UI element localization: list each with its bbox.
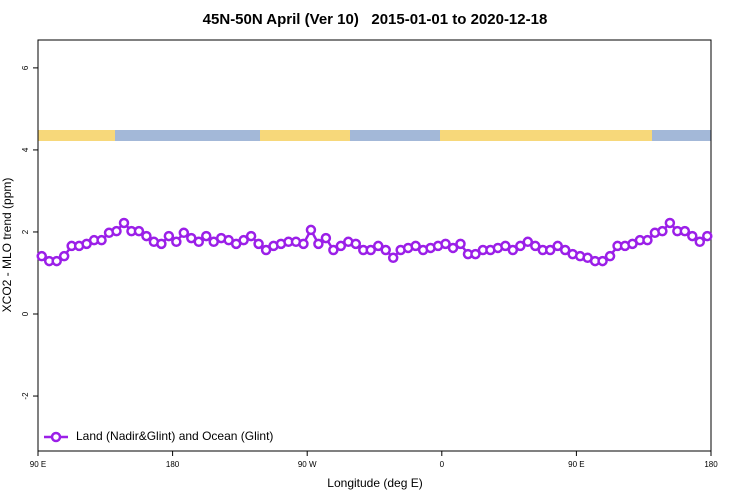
y-tick-label: 4	[21, 147, 30, 152]
data-point	[642, 234, 653, 246]
data-point	[694, 236, 706, 248]
data-point	[657, 225, 668, 237]
data-point	[515, 240, 526, 252]
data-point	[51, 255, 62, 267]
data-point	[133, 225, 145, 237]
data-point	[507, 244, 519, 256]
data-point	[552, 240, 563, 252]
data-point	[245, 230, 257, 242]
legend-label: Land (Nadir&Glint) and Ocean (Glint)	[76, 429, 273, 443]
data-point	[559, 244, 571, 256]
data-point	[470, 248, 481, 260]
data-point	[455, 238, 466, 250]
data-point	[163, 230, 175, 242]
data-point	[664, 217, 676, 229]
plot-frame	[37, 39, 712, 452]
data-point	[201, 230, 212, 242]
data-point	[702, 230, 713, 242]
data-point	[305, 224, 317, 236]
data-point	[679, 225, 691, 237]
chart-title: 45N-50N April (Ver 10) 2015-01-01 to 202…	[203, 11, 548, 28]
data-point	[238, 234, 249, 246]
data-point	[260, 244, 272, 256]
data-point	[171, 236, 182, 248]
data-point	[410, 240, 421, 252]
data-point	[58, 250, 70, 262]
data-point	[156, 238, 167, 250]
data-point	[193, 236, 205, 248]
x-axis-label: Longitude (deg E)	[327, 476, 422, 490]
y-tick-label: -2	[21, 392, 30, 400]
map-strip	[38, 130, 711, 141]
data-point	[544, 244, 556, 256]
data-point	[111, 225, 122, 237]
data-point	[372, 240, 384, 252]
data-point	[320, 232, 332, 244]
y-tick-label: 2	[21, 229, 30, 234]
data-point	[96, 234, 107, 246]
y-axis-label: XCO2 - MLO trend (ppm)	[0, 178, 14, 313]
data-point	[597, 255, 608, 267]
x-tick-label: 90 E	[30, 460, 46, 469]
x-tick-label: 180	[704, 460, 718, 469]
data-point	[350, 238, 362, 250]
data-point	[141, 230, 152, 242]
data-point	[387, 252, 399, 264]
data-point	[328, 244, 339, 256]
data-point	[253, 238, 264, 250]
data-point	[313, 238, 324, 250]
x-tick-label: 180	[166, 460, 180, 469]
data-point	[380, 244, 391, 256]
data-point	[365, 244, 377, 256]
data-point	[500, 240, 511, 252]
x-tick-label: 90 E	[568, 460, 584, 469]
data-point	[440, 238, 451, 250]
data-point	[530, 240, 541, 252]
data-point	[447, 242, 459, 254]
data-point	[604, 250, 616, 262]
data-point	[36, 250, 47, 262]
x-tick-label: 90 W	[298, 460, 317, 469]
x-tick-label: 0	[440, 460, 445, 469]
y-tick-label: 6	[21, 65, 30, 70]
data-point	[522, 236, 534, 248]
y-tick-label: 0	[21, 311, 30, 316]
data-point	[687, 230, 698, 242]
data-point	[118, 217, 130, 229]
data-point	[178, 227, 190, 239]
data-point	[298, 238, 309, 250]
legend-marker	[50, 431, 62, 443]
data-point	[335, 240, 347, 252]
